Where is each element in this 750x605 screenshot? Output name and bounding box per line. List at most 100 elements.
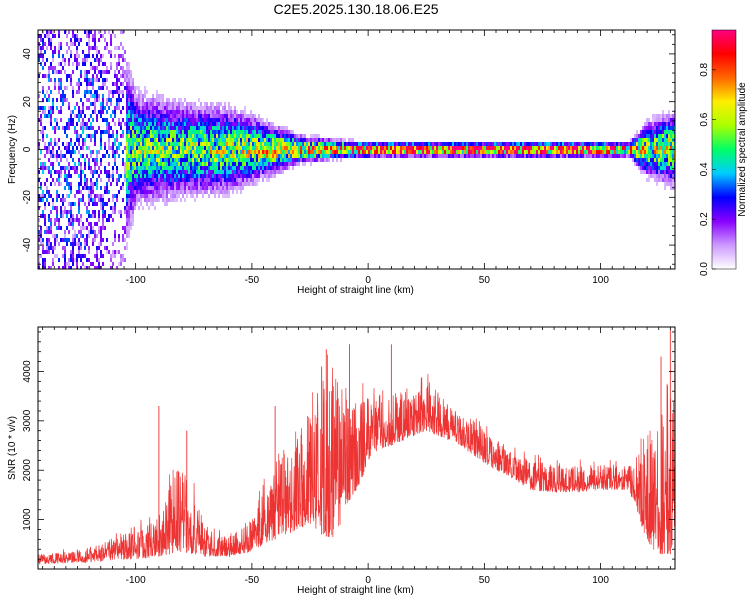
spectrogram-cell [654, 142, 656, 146]
spectrogram-cell [112, 94, 114, 98]
spectrogram-cell [130, 170, 132, 174]
spectrogram-cell [210, 130, 212, 134]
spectrogram-cell [178, 106, 180, 110]
spectrogram-cell [310, 158, 312, 162]
spectrogram-cell [164, 114, 166, 118]
spectrogram-cell [60, 210, 62, 214]
spectrogram-cell [208, 158, 210, 162]
spectrogram-cell [508, 142, 510, 146]
spectrogram-cell [126, 146, 128, 150]
spectrogram-cell [174, 102, 176, 106]
spectrogram-cell [624, 142, 626, 146]
spectrogram-cell [64, 258, 66, 262]
spectrogram-cell [448, 154, 450, 158]
spectrogram-cell [196, 186, 198, 190]
spectrogram-cell [70, 78, 72, 82]
spectrogram-cell [64, 250, 66, 254]
spectrogram-cell [200, 114, 202, 118]
spectrogram-cell [264, 158, 266, 162]
spectrogram-cell [524, 142, 526, 146]
spectrogram-cell [132, 186, 134, 190]
spectrogram-cell [102, 106, 104, 110]
spectrogram-cell [70, 174, 72, 178]
spectrogram-cell [420, 146, 422, 150]
spectrogram-cell [272, 138, 274, 142]
spectrogram-cell [236, 178, 238, 182]
spectrogram-cell [90, 190, 92, 194]
spectrogram-cell [136, 86, 138, 90]
spectrogram-cell [446, 142, 448, 146]
spectrogram-cell [160, 154, 162, 158]
spectrogram-cell [128, 122, 130, 126]
spectrogram-cell [120, 98, 122, 102]
spectrogram-cell [92, 262, 94, 266]
spectrogram-cell [334, 138, 336, 142]
spectrogram-cell [196, 178, 198, 182]
spectrogram-cell [316, 138, 318, 142]
spectrogram-cell [606, 142, 608, 146]
spectrogram-cell [232, 174, 234, 178]
spectrogram-cell [282, 162, 284, 166]
spectrogram-cell [290, 142, 292, 146]
spectrogram-cell [400, 146, 402, 150]
spectrogram-cell [390, 150, 392, 154]
spectrogram-cell [302, 150, 304, 154]
spectrogram-cell [178, 146, 180, 150]
spectrogram-cell [434, 150, 436, 154]
spectrogram-cell [672, 174, 674, 178]
spectrogram-cell [94, 70, 96, 74]
spectrogram-cell [256, 126, 258, 130]
spectrogram-cell [192, 150, 194, 154]
spectrogram-cell [660, 142, 662, 146]
spectrogram-cell [480, 142, 482, 146]
spectrogram-cell [526, 146, 528, 150]
spectrogram-cell [318, 138, 320, 142]
spectrogram-cell [272, 142, 274, 146]
spectrogram-cell [68, 58, 70, 62]
spectrogram-cell [236, 182, 238, 186]
spectrogram-cell [70, 190, 72, 194]
spectrogram-cell [632, 150, 634, 154]
spectrogram-cell [400, 142, 402, 146]
spectrogram-cell [242, 110, 244, 114]
spectrogram-cell [180, 130, 182, 134]
spectrogram-cell [202, 170, 204, 174]
spectrogram-cell [126, 198, 128, 202]
spectrogram-cell [94, 234, 96, 238]
spectrogram-cell [212, 190, 214, 194]
spectrogram-cell [658, 174, 660, 178]
spectrogram-cell [234, 154, 236, 158]
spectrogram-cell [102, 214, 104, 218]
spectrogram-cell [114, 250, 116, 254]
spectrogram-cell [84, 162, 86, 166]
spectrogram-cell [474, 150, 476, 154]
spectrogram-cell [210, 102, 212, 106]
spectrogram-cell [156, 146, 158, 150]
spectrogram-cell [42, 210, 44, 214]
spectrogram-cell [118, 106, 120, 110]
spectrogram-cell [130, 94, 132, 98]
spectrogram-cell [252, 150, 254, 154]
spectrogram-cell [172, 150, 174, 154]
spectrogram-cell [266, 126, 268, 130]
spectrogram-cell [254, 162, 256, 166]
spectrogram-cell [216, 158, 218, 162]
spectrogram-cell [60, 118, 62, 122]
spectrogram-cell [50, 226, 52, 230]
spectrogram-cell [622, 142, 624, 146]
spectrogram-cell [136, 182, 138, 186]
spectrogram-cell [636, 154, 638, 158]
spectrogram-cell [114, 238, 116, 242]
spectrogram-cell [152, 146, 154, 150]
spectrogram-cell [278, 150, 280, 154]
spectrogram-cell [270, 138, 272, 142]
spectrogram-cell [662, 114, 664, 118]
spectrogram-cell [66, 194, 68, 198]
spectrogram-cell [282, 126, 284, 130]
spectrogram-cell [278, 158, 280, 162]
spectrogram-cell [642, 158, 644, 162]
spectrogram-cell [142, 130, 144, 134]
spectrogram-cell [112, 178, 114, 182]
spectrogram-cell [140, 194, 142, 198]
spectrogram-cell [138, 118, 140, 122]
